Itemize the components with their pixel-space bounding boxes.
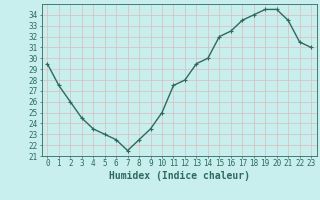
X-axis label: Humidex (Indice chaleur): Humidex (Indice chaleur) bbox=[109, 171, 250, 181]
